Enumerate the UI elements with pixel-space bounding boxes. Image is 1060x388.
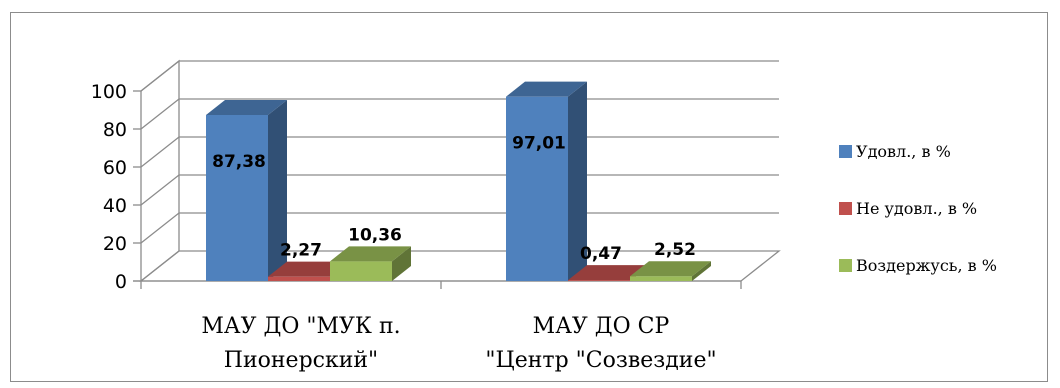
legend: Удовл., в % Не удовл., в % Воздержусь, в % [839, 142, 997, 275]
data-labels: 87,38 2,27 10,36 97,01 0,47 2,52 [212, 134, 696, 264]
legend-swatch [839, 202, 852, 215]
x-axis-categories: МАУ ДО "МУК п. Пионерский" МАУ ДО СР "Центр… [140, 281, 742, 373]
bar-side [692, 261, 711, 281]
bar-chart: 0 20 40 60 80 100 87,38 2,27 10,36 97,01 0,47 2,52… [91, 59, 997, 373]
data-label: 87,38 [212, 152, 266, 172]
bar-front [330, 261, 392, 281]
bar-top [568, 265, 649, 281]
legend-swatch [839, 259, 852, 272]
data-label: 2,27 [280, 241, 322, 261]
legend-swatch [839, 145, 852, 158]
bar [506, 81, 587, 281]
category-label: "Центр "Созвездие" [485, 348, 716, 373]
legend-label: Воздержусь, в % [856, 256, 997, 275]
bar-front [568, 280, 630, 281]
bars [206, 81, 711, 281]
y-tick-label: 40 [103, 195, 127, 217]
bar-front [506, 96, 568, 281]
gridline [140, 60, 779, 92]
bar [630, 261, 711, 281]
chart-frame: 0 20 40 60 80 100 87,38 2,27 10,36 97,01 0,47 2,52… [10, 12, 1048, 382]
bar-top [630, 261, 711, 277]
data-label: 10,36 [348, 225, 402, 245]
legend-label: Удовл., в % [856, 142, 951, 161]
data-label: 0,47 [580, 244, 622, 264]
bar-top [330, 246, 411, 262]
y-tick-label: 60 [103, 157, 127, 179]
y-tick-label: 20 [103, 233, 127, 255]
y-tick-label: 80 [103, 119, 127, 141]
data-label: 2,52 [654, 240, 696, 260]
bar-side [268, 99, 287, 281]
data-label: 97,01 [512, 134, 566, 154]
bar-front [268, 276, 330, 281]
y-tick-label: 0 [115, 271, 127, 293]
side-wall [140, 59, 180, 282]
bar-side [568, 81, 587, 281]
bar-front [206, 114, 268, 281]
category-label: МАУ ДО СР [533, 314, 670, 339]
y-axis-ticks: 0 20 40 60 80 100 [91, 81, 142, 293]
bar-front [630, 276, 692, 281]
bar-top [206, 99, 287, 115]
bar-top [506, 81, 587, 97]
bar [206, 99, 287, 281]
category-label: МАУ ДО "МУК п. [201, 314, 400, 339]
y-tick-label: 100 [91, 81, 127, 103]
bar-top [268, 261, 349, 277]
bar-side [392, 246, 411, 281]
legend-label: Не удовл., в % [856, 199, 977, 218]
category-label: Пионерский" [224, 348, 378, 373]
bar [330, 246, 411, 281]
